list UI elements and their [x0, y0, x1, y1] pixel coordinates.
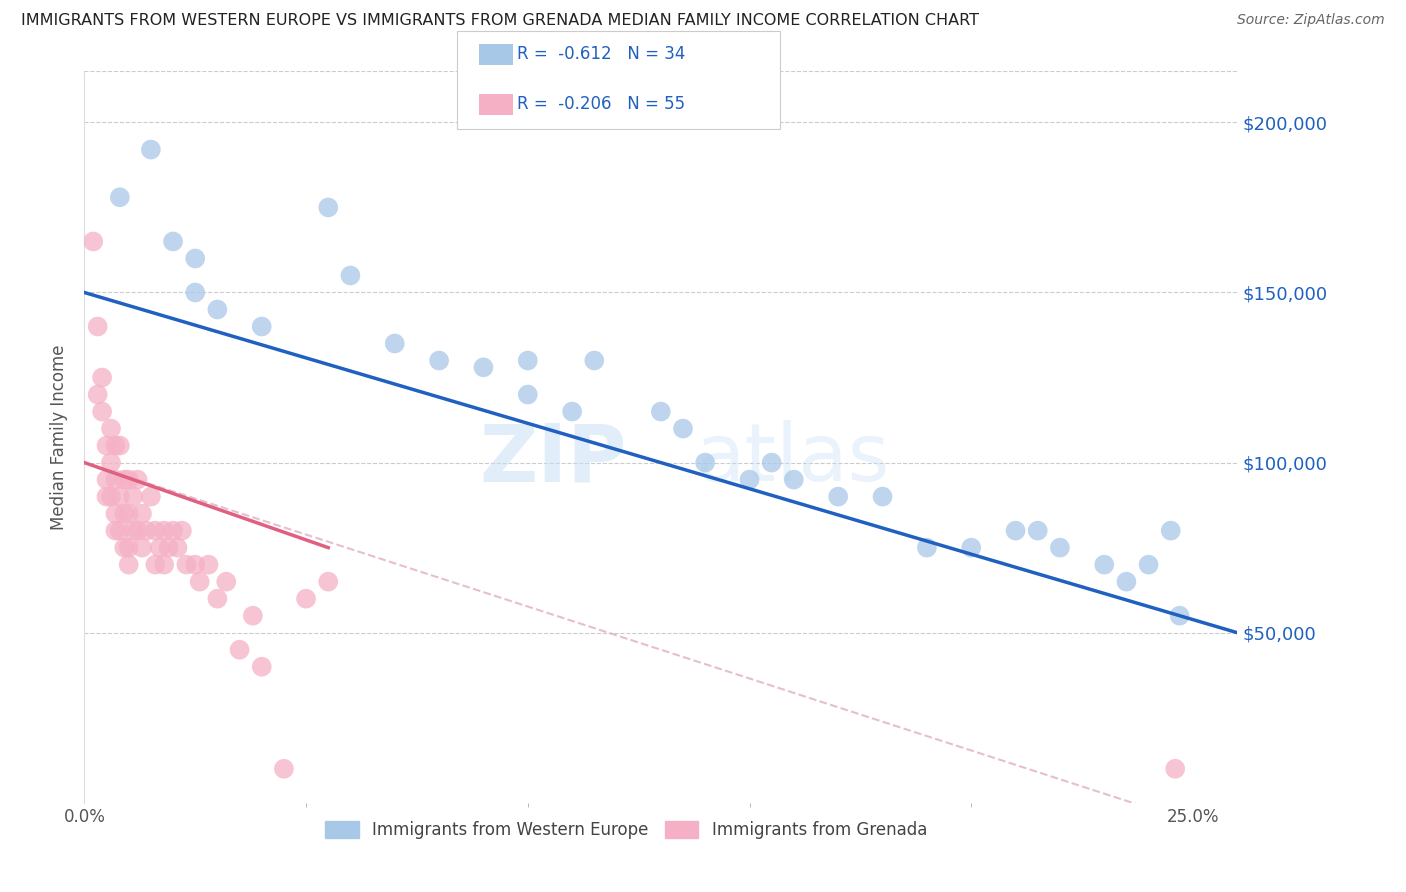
Point: [82, 235, 104, 249]
Point: [96, 473, 118, 487]
Point: [295, 591, 318, 606]
Point: [184, 558, 207, 572]
Point: [100, 421, 122, 435]
Point: [339, 268, 361, 283]
Point: [188, 574, 211, 589]
Point: [184, 285, 207, 300]
Point: [228, 642, 250, 657]
Point: [104, 507, 127, 521]
Point: [1160, 524, 1182, 538]
Point: [242, 608, 264, 623]
Point: [100, 456, 122, 470]
Point: [127, 524, 149, 538]
Point: [143, 524, 166, 538]
Point: [131, 507, 153, 521]
Point: [561, 404, 583, 418]
Point: [118, 507, 141, 521]
Point: [86, 387, 108, 401]
Text: atlas: atlas: [696, 420, 890, 498]
Point: [672, 421, 695, 435]
Point: [207, 302, 229, 317]
Text: ZIP: ZIP: [479, 420, 626, 498]
Point: [91, 370, 114, 384]
Y-axis label: Median Family Income: Median Family Income: [51, 344, 69, 530]
Point: [197, 558, 219, 572]
Point: [516, 387, 538, 401]
Point: [157, 541, 180, 555]
Point: [162, 524, 184, 538]
Point: [427, 353, 450, 368]
Point: [108, 490, 131, 504]
Point: [153, 558, 176, 572]
Point: [91, 404, 114, 418]
Point: [104, 473, 127, 487]
Text: Source: ZipAtlas.com: Source: ZipAtlas.com: [1237, 13, 1385, 28]
Point: [783, 473, 806, 487]
Point: [827, 490, 849, 504]
Point: [131, 541, 153, 555]
Point: [872, 490, 894, 504]
Point: [915, 541, 938, 555]
Point: [96, 490, 118, 504]
Point: [127, 473, 149, 487]
Point: [273, 762, 295, 776]
Point: [166, 541, 188, 555]
Point: [1137, 558, 1160, 572]
Point: [472, 360, 495, 375]
Point: [112, 541, 135, 555]
Point: [170, 524, 193, 538]
Point: [1049, 541, 1071, 555]
Point: [207, 591, 229, 606]
Point: [583, 353, 606, 368]
Point: [86, 319, 108, 334]
Point: [108, 190, 131, 204]
Point: [118, 541, 141, 555]
Point: [118, 558, 141, 572]
Point: [1026, 524, 1049, 538]
Point: [316, 574, 339, 589]
Point: [104, 524, 127, 538]
Point: [960, 541, 983, 555]
Point: [1168, 608, 1191, 623]
Point: [316, 201, 339, 215]
Point: [1164, 762, 1187, 776]
Point: [149, 541, 172, 555]
Point: [108, 439, 131, 453]
Text: R =  -0.612   N = 34: R = -0.612 N = 34: [517, 45, 686, 63]
Point: [215, 574, 238, 589]
Point: [112, 473, 135, 487]
Point: [112, 507, 135, 521]
Text: R =  -0.206   N = 55: R = -0.206 N = 55: [517, 95, 686, 113]
Point: [139, 490, 162, 504]
Point: [122, 524, 145, 538]
Point: [162, 235, 184, 249]
Point: [1115, 574, 1137, 589]
Point: [250, 659, 273, 673]
Point: [96, 439, 118, 453]
Point: [176, 558, 198, 572]
Point: [104, 439, 127, 453]
Point: [1092, 558, 1115, 572]
Text: IMMIGRANTS FROM WESTERN EUROPE VS IMMIGRANTS FROM GRENADA MEDIAN FAMILY INCOME C: IMMIGRANTS FROM WESTERN EUROPE VS IMMIGR…: [21, 13, 979, 29]
Point: [695, 456, 717, 470]
Point: [250, 319, 273, 334]
Point: [384, 336, 406, 351]
Point: [118, 473, 141, 487]
Point: [135, 524, 157, 538]
Point: [153, 524, 176, 538]
Point: [738, 473, 761, 487]
Point: [143, 558, 166, 572]
Point: [139, 143, 162, 157]
Point: [108, 524, 131, 538]
Point: [1004, 524, 1026, 538]
Point: [516, 353, 538, 368]
Point: [761, 456, 783, 470]
Legend: Immigrants from Western Europe, Immigrants from Grenada: Immigrants from Western Europe, Immigran…: [319, 814, 934, 846]
Point: [122, 490, 145, 504]
Point: [184, 252, 207, 266]
Point: [650, 404, 672, 418]
Point: [100, 490, 122, 504]
